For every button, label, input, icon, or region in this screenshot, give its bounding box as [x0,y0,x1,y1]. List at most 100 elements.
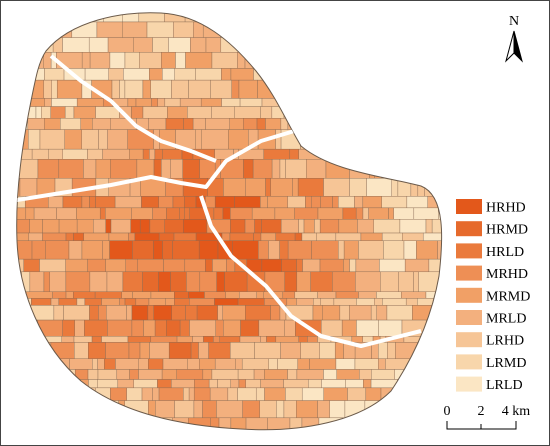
parcel [263,52,271,69]
parcel [63,6,85,12]
parcel [437,178,442,197]
parcel [240,37,258,53]
parcel [106,305,127,321]
parcel [147,305,154,321]
parcel [422,148,442,160]
parcel [105,219,112,234]
parcel [223,319,241,337]
parcel [329,400,346,419]
parcel [43,52,52,69]
parcel [404,400,418,419]
parcel [154,319,167,337]
parcel [406,52,430,69]
parcel [230,379,240,389]
parcel [406,6,419,12]
parcel [368,207,389,220]
parcel [116,369,130,380]
parcel [193,400,203,419]
parcel [135,298,150,306]
parcel [165,118,184,130]
parcel [436,118,442,130]
parcel [353,12,379,23]
parcel [395,342,420,359]
parcel [16,207,27,220]
parcel [124,436,145,445]
parcel [417,369,438,380]
parcel [56,79,83,99]
parcel [270,305,281,321]
parcel [359,148,383,160]
parcel [405,387,420,401]
parcel [328,52,336,69]
parcel [289,417,303,430]
parcel [303,219,315,234]
parcel [36,6,46,12]
parcel [198,240,219,260]
parcel [21,21,32,38]
parcel [251,12,261,23]
parcel [242,21,264,38]
parcel [170,271,187,292]
parcel [243,118,258,130]
parcel [407,379,433,389]
parcel [344,436,365,445]
parcel [189,319,216,337]
parcel [172,240,200,260]
parcel [25,207,35,220]
parcel [305,98,312,107]
parcel [356,129,368,150]
parcel [347,98,365,107]
parcel [293,21,315,38]
parcel [79,12,104,23]
parcel [376,291,402,299]
parcel [109,240,133,260]
parcel [301,232,317,241]
parcel [387,342,396,359]
parcel [359,369,372,380]
legend-label: LRMD [486,356,526,371]
parcel [287,118,302,130]
parcel [157,98,166,107]
parcel [214,358,236,370]
parcel [51,79,58,99]
parcel [74,342,89,359]
parcel [241,358,269,370]
parcel [284,271,298,292]
parcel [146,21,174,38]
parcel [314,79,321,99]
parcel [107,37,134,53]
parcel [73,232,84,241]
parcel [174,298,190,306]
parcel [34,436,60,445]
parcel [76,298,86,306]
parcel [31,148,49,160]
parcel [53,305,64,321]
parcel [132,240,154,260]
parcel [108,232,129,241]
parcel [131,319,144,337]
parcel [402,232,424,241]
parcel [16,291,27,299]
parcel [91,336,102,343]
parcel [325,148,337,160]
parcel [199,358,216,370]
parcel [149,68,163,81]
parcel [418,271,442,292]
parcel [188,387,195,401]
parcel [440,336,442,343]
parcel [205,37,222,53]
parcel [16,12,25,23]
parcel [375,6,391,12]
parcel [148,358,164,370]
parcel [391,79,415,99]
parcel [27,358,48,370]
parcel [105,258,126,273]
parcel [349,178,367,197]
parcel [128,342,141,359]
parcel [42,219,60,234]
parcel [114,196,142,209]
parcel [433,129,442,150]
parcel [87,148,103,160]
parcel [305,196,312,209]
